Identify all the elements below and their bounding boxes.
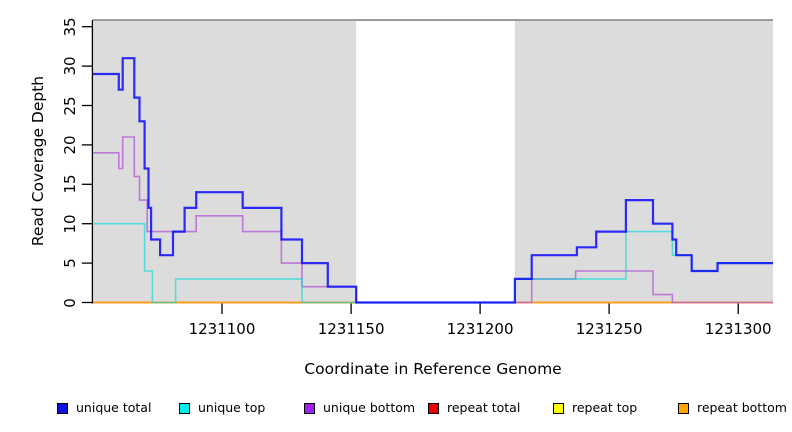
y-tick-label: 15 (61, 174, 79, 194)
legend-swatch-icon (428, 402, 439, 414)
legend-swatch-icon (553, 402, 564, 414)
y-tick-label: 0 (61, 297, 79, 308)
y-tick-label: 35 (61, 17, 79, 37)
x-tick-label: 1231200 (446, 320, 514, 338)
series-line-unique-bottom (93, 136, 773, 304)
legend-label: repeat bottom (697, 400, 787, 415)
x-axis-title: Coordinate in Reference Genome (304, 360, 562, 378)
x-tick-label: 1231150 (317, 320, 385, 338)
y-tick-label: 10 (61, 214, 79, 234)
y-tick-label: 5 (61, 258, 79, 268)
masked-no-data-region (356, 21, 515, 304)
legend-swatch-icon (678, 402, 689, 414)
legend-label: unique bottom (323, 400, 416, 415)
y-axis-title: Read Coverage Depth (29, 75, 47, 247)
legend-label: repeat top (572, 400, 638, 415)
series-line-unique-total (93, 57, 773, 304)
legend: unique total unique top unique bottom repea… (0, 399, 792, 423)
legend-swatch-icon (179, 402, 190, 414)
legend-label: repeat total (447, 400, 521, 415)
y-tick-label: 25 (61, 95, 79, 116)
legend-label: unique top (198, 400, 266, 415)
legend-swatch-icon (304, 402, 315, 414)
x-tick-label: 1231100 (188, 320, 256, 338)
y-tick-label: 20 (61, 135, 79, 155)
legend-swatch-icon (57, 402, 68, 414)
y-tick-label: 30 (61, 56, 79, 76)
legend-label: unique total (76, 400, 152, 415)
x-tick-label: 1231300 (704, 320, 772, 338)
x-tick-label: 1231250 (575, 320, 643, 338)
